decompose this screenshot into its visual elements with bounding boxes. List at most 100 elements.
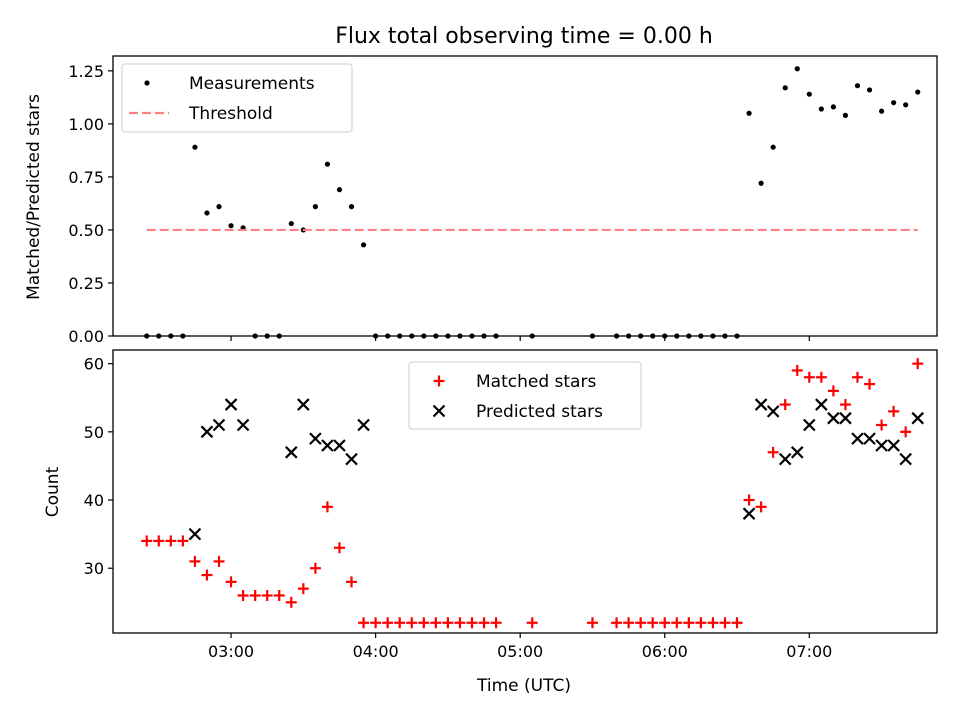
marker-stroke bbox=[224, 398, 238, 411]
matched-star-marker bbox=[406, 617, 418, 629]
measurement-point bbox=[770, 144, 776, 150]
measurement-point bbox=[204, 210, 210, 216]
matched-star-marker bbox=[273, 589, 285, 601]
y-tick-label: 60 bbox=[84, 355, 104, 374]
predicted-star-marker bbox=[200, 425, 214, 439]
predicted-star-marker bbox=[827, 411, 840, 425]
predicted-star-marker bbox=[863, 432, 876, 445]
measurement-point bbox=[891, 100, 897, 106]
marker-stroke bbox=[887, 439, 900, 452]
predicted-star-marker bbox=[224, 398, 238, 411]
matched-star-marker bbox=[321, 501, 333, 513]
matched-star-marker bbox=[912, 358, 924, 370]
matched-star-marker bbox=[454, 617, 466, 629]
matched-star-marker bbox=[433, 375, 445, 387]
bottom-legend: Matched stars Predicted stars bbox=[408, 361, 642, 430]
marker-stroke bbox=[200, 425, 214, 439]
legend-swatch bbox=[433, 375, 445, 387]
y-tick-label: 1.00 bbox=[68, 115, 104, 134]
marker-stroke bbox=[863, 432, 876, 445]
marker-stroke bbox=[212, 418, 226, 432]
y-tick-label: 0.75 bbox=[68, 168, 104, 187]
marker-stroke bbox=[790, 446, 804, 459]
predicted-star-marker bbox=[911, 411, 925, 425]
y-tick-label: 40 bbox=[84, 491, 104, 510]
measurement-point bbox=[878, 108, 885, 114]
predicted-star-marker bbox=[839, 411, 852, 425]
predicted-star-marker bbox=[357, 418, 370, 432]
measurement-point bbox=[903, 102, 909, 108]
matched-star-marker bbox=[237, 589, 249, 601]
matched-star-marker bbox=[683, 617, 695, 629]
x-tick-label: 03:00 bbox=[208, 642, 254, 661]
matched-star-marker bbox=[876, 419, 888, 431]
matched-star-marker bbox=[261, 589, 273, 601]
matched-star-marker bbox=[719, 617, 731, 629]
predicted-star-marker bbox=[754, 398, 768, 411]
measurement-point bbox=[806, 91, 812, 97]
plot-frame bbox=[112, 55, 938, 337]
marker-stroke bbox=[778, 452, 792, 466]
y-tick-label: 0.25 bbox=[68, 274, 104, 293]
marker-stroke bbox=[345, 452, 358, 466]
measurement-point bbox=[216, 204, 222, 210]
matched-star-marker bbox=[442, 617, 454, 629]
matched-star-marker bbox=[827, 385, 839, 397]
predicted-star-marker bbox=[309, 432, 322, 445]
predicted-star-marker bbox=[188, 527, 202, 541]
measurement-point bbox=[782, 85, 788, 91]
matched-star-marker bbox=[153, 535, 165, 547]
predicted-star-marker bbox=[778, 452, 792, 466]
marker-stroke bbox=[875, 439, 888, 452]
x-tick-label: 05:00 bbox=[497, 642, 543, 661]
predicted-star-marker bbox=[875, 439, 888, 452]
matched-star-marker bbox=[165, 535, 177, 547]
measurement-point bbox=[818, 106, 824, 112]
marker-stroke bbox=[911, 411, 925, 425]
measurement-point bbox=[866, 87, 873, 93]
marker-stroke bbox=[803, 418, 816, 432]
y-tick-label: 1.25 bbox=[68, 62, 104, 81]
measurement-point bbox=[312, 204, 318, 210]
matched-star-marker bbox=[346, 576, 358, 588]
marker-stroke bbox=[357, 418, 370, 432]
marker-stroke bbox=[297, 398, 310, 411]
measurement-point bbox=[324, 161, 331, 167]
y-axis-label: Matched/Predicted stars bbox=[24, 94, 44, 300]
bottom-marks bbox=[141, 358, 925, 629]
matched-star-marker bbox=[466, 617, 478, 629]
marker-stroke bbox=[754, 398, 768, 411]
matched-star-marker bbox=[647, 617, 659, 629]
plot-frame bbox=[112, 349, 938, 634]
bottom-axes: 30 40 50 60 03:00 04:00 05:00 06:00 07:00 bbox=[84, 349, 938, 661]
marker-stroke bbox=[236, 418, 250, 432]
flux-ratio-panel: Flux total observing time = 0.00 h Match… bbox=[24, 24, 938, 346]
matched-star-marker bbox=[478, 617, 490, 629]
legend-swatch bbox=[432, 404, 446, 418]
measurement-point bbox=[842, 112, 849, 118]
matched-star-marker bbox=[309, 562, 321, 574]
marker-stroke bbox=[432, 404, 446, 418]
matched-star-marker bbox=[671, 617, 683, 629]
matched-star-marker bbox=[333, 542, 345, 554]
measurement-point bbox=[746, 110, 752, 116]
matched-star-marker bbox=[635, 617, 647, 629]
y-tick-label: 0.00 bbox=[68, 327, 104, 346]
predicted-star-marker bbox=[887, 439, 900, 452]
top-axes: 0.00 0.25 0.50 0.75 1.00 1.25 bbox=[68, 55, 938, 346]
marker-stroke bbox=[827, 411, 840, 425]
matched-star-marker bbox=[418, 617, 430, 629]
x-tick-label: 07:00 bbox=[786, 642, 832, 661]
measurement-point bbox=[348, 204, 355, 210]
legend-label: Matched stars bbox=[476, 372, 596, 392]
matched-star-marker bbox=[864, 378, 876, 390]
matched-star-marker bbox=[586, 617, 598, 629]
measurement-point bbox=[758, 180, 764, 186]
matched-star-marker bbox=[743, 494, 755, 506]
chart-title: Flux total observing time = 0.00 h bbox=[335, 24, 713, 49]
matched-star-marker bbox=[659, 617, 671, 629]
y-tick-label: 0.50 bbox=[68, 221, 104, 240]
predicted-star-marker bbox=[236, 418, 250, 432]
matched-star-marker bbox=[297, 583, 309, 595]
